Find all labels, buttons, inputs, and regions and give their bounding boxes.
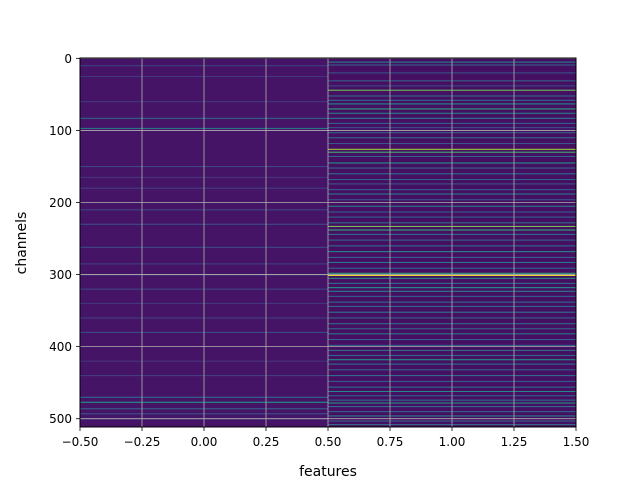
x-axis-label: features xyxy=(299,464,357,480)
x-axis: −0.50 −0.25 0.00 0.25 0.50 0.75 1.00 1.25 1.50 xyxy=(62,427,590,449)
y-axis-label: channels xyxy=(14,212,30,275)
y-axis: 0 100 200 300 400 500 xyxy=(49,52,80,426)
y-tick-label: 400 xyxy=(49,340,72,354)
x-tick-label: −0.50 xyxy=(62,435,99,449)
y-tick-label: 500 xyxy=(49,412,72,426)
y-tick-label: 100 xyxy=(49,124,72,138)
x-tick-label: 1.25 xyxy=(501,435,528,449)
y-tick-label: 0 xyxy=(64,52,72,66)
x-tick-label: −0.25 xyxy=(124,435,161,449)
x-tick-label: 1.00 xyxy=(439,435,466,449)
x-tick-label: 0.75 xyxy=(377,435,404,449)
y-tick-label: 200 xyxy=(49,196,72,210)
plot-area xyxy=(80,58,576,427)
x-tick-label: 0.25 xyxy=(253,435,280,449)
x-tick-label: 0.00 xyxy=(191,435,218,449)
x-tick-label: 1.50 xyxy=(563,435,590,449)
y-tick-label: 300 xyxy=(49,268,72,282)
x-tick-label: 0.50 xyxy=(315,435,342,449)
